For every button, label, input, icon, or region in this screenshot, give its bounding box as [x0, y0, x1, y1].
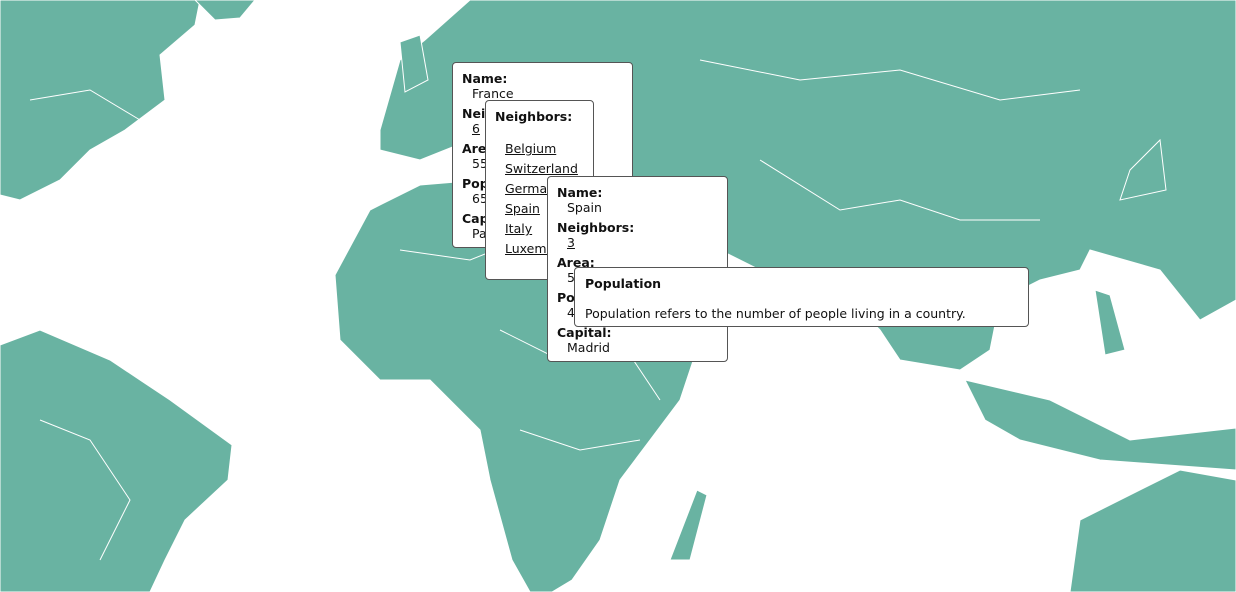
field-value: 65	[472, 191, 488, 206]
neighbor-item: Belgium	[495, 139, 584, 159]
field-value: 6	[462, 121, 623, 136]
field-value: Pa	[472, 226, 487, 241]
field-label: Capital:	[557, 325, 612, 340]
neighbor-link[interactable]: Belgium	[505, 141, 557, 156]
field-value: France	[472, 86, 514, 101]
field-value: Spain	[567, 200, 602, 215]
country-border	[519, 429, 641, 451]
info-popup: Population Population refers to the numb…	[574, 267, 1029, 327]
neighbor-item: Switzerland	[495, 159, 584, 179]
field-value: 3	[557, 235, 718, 250]
country-border	[759, 159, 1040, 221]
philippines	[1094, 289, 1126, 356]
greenland	[194, 0, 256, 21]
uk	[399, 34, 429, 93]
field-label: Neighbors:	[557, 220, 635, 235]
popup-title: Neighbors:	[495, 109, 573, 124]
neighbor-link[interactable]: Switzerland	[505, 161, 578, 176]
country-border	[39, 419, 131, 561]
madagascar	[669, 489, 708, 561]
north-america	[0, 0, 201, 201]
neighbor-link[interactable]: Italy	[505, 221, 533, 236]
neighbor-link[interactable]: Spain	[505, 201, 540, 216]
country-border	[699, 59, 1081, 101]
field-value: Madrid	[567, 340, 610, 355]
neighbors-link[interactable]: 3	[567, 235, 575, 250]
field-label: Name:	[557, 185, 603, 200]
south-america	[0, 329, 233, 592]
australia	[1069, 469, 1236, 592]
neighbors-link[interactable]: 6	[472, 121, 480, 136]
japan	[1119, 138, 1167, 201]
field-value: 5	[567, 270, 575, 285]
field-label: Area:	[557, 255, 595, 270]
field-value: 55	[472, 156, 488, 171]
popup-title: Population	[585, 276, 662, 291]
field-value: 4	[567, 305, 575, 320]
indonesia	[964, 379, 1236, 471]
neighbor-item: Spain	[495, 199, 584, 219]
popup-text: Population refers to the number of peopl…	[585, 306, 966, 321]
neighbor-item: Italy	[495, 219, 584, 239]
field-label: Name:	[462, 71, 508, 86]
country-border	[29, 89, 141, 121]
